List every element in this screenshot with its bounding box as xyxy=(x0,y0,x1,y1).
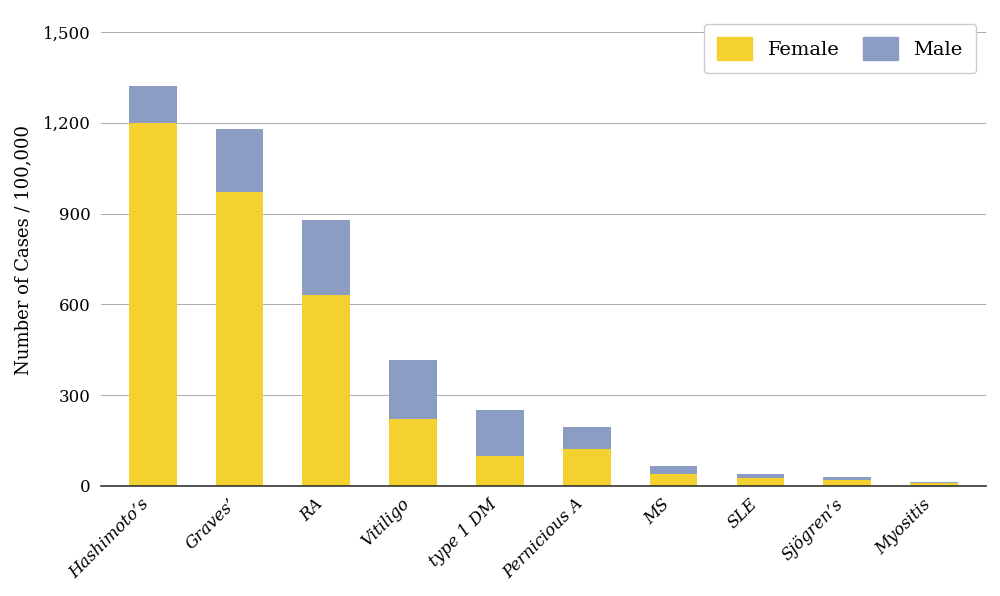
Bar xyxy=(910,482,958,483)
Bar xyxy=(302,295,350,486)
Bar xyxy=(823,477,871,480)
Bar xyxy=(216,129,263,193)
Y-axis label: Number of Cases / 100,000: Number of Cases / 100,000 xyxy=(14,125,32,375)
Bar xyxy=(650,466,697,474)
Bar xyxy=(216,193,263,486)
Bar xyxy=(563,449,611,486)
Bar xyxy=(910,483,958,486)
Legend: Female, Male: Female, Male xyxy=(704,24,976,73)
Bar xyxy=(737,474,784,478)
Bar xyxy=(737,478,784,486)
Bar xyxy=(129,86,177,123)
Bar xyxy=(476,455,524,486)
Bar xyxy=(823,480,871,486)
Bar xyxy=(389,360,437,419)
Bar xyxy=(650,474,697,486)
Bar xyxy=(563,427,611,449)
Bar xyxy=(129,123,177,486)
Bar xyxy=(389,419,437,486)
Bar xyxy=(302,219,350,295)
Bar xyxy=(476,410,524,455)
